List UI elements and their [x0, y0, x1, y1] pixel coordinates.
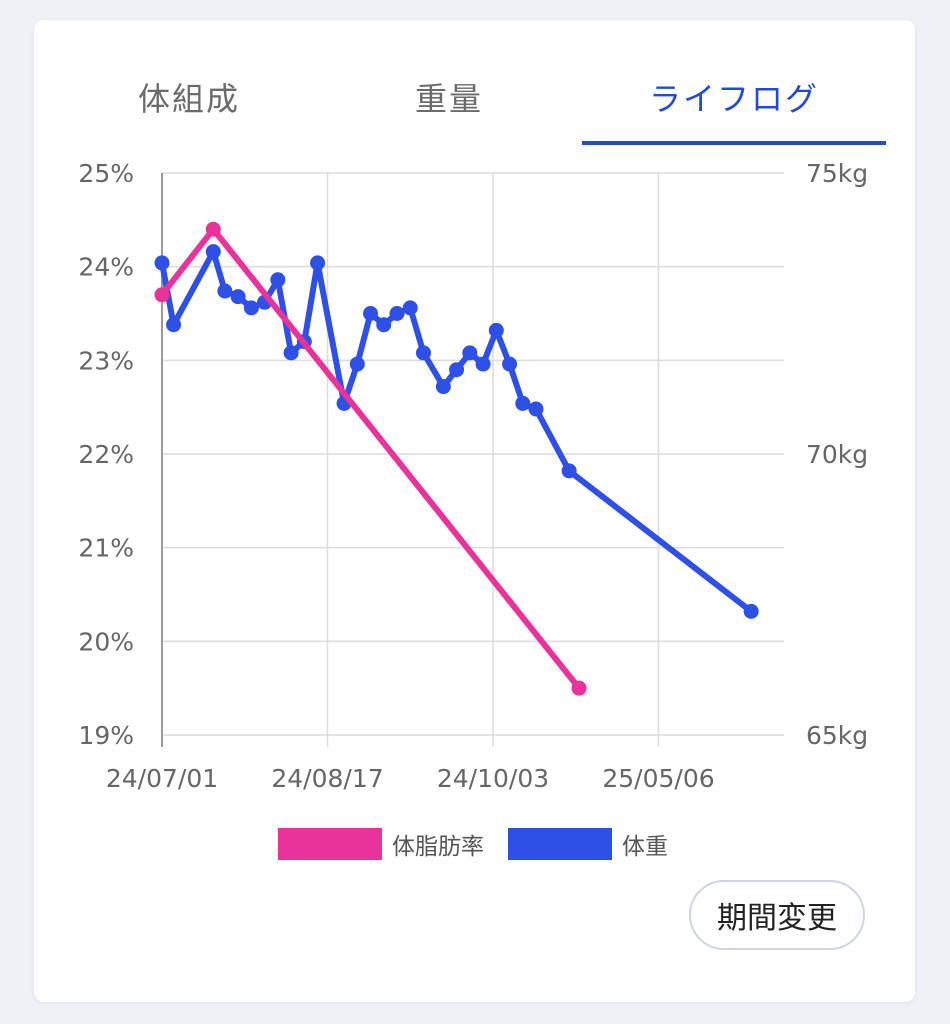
- change-period-button[interactable]: 期間変更: [689, 880, 865, 950]
- weight-data-point: [515, 395, 531, 411]
- lifelog-chart: 25% 24% 23% 22% 21% 20% 19% 24/07/01 24/08/17 24/…: [78, 159, 868, 860]
- y-right-tick-label: 65kg: [806, 721, 868, 750]
- legend-label: 体重: [622, 834, 668, 860]
- bodyfat-data-point: [154, 287, 170, 303]
- weight-data-point: [310, 255, 326, 271]
- weight-data-point: [270, 272, 286, 288]
- tab-lifelog[interactable]: ライフログ: [648, 80, 819, 118]
- weight-data-point: [389, 306, 405, 321]
- weight-data-point: [230, 289, 246, 305]
- weight-data-point: [217, 283, 233, 299]
- weight-data-point: [166, 317, 182, 333]
- weight-data-point: [488, 322, 504, 338]
- x-tick-label: 24/07/01: [106, 764, 218, 793]
- y-left-tick-label: 20%: [78, 627, 134, 656]
- y-left-tick-label: 21%: [78, 534, 134, 563]
- weight-data-point: [743, 603, 759, 619]
- weight-data-point: [462, 345, 478, 361]
- lifelog-card: 体組成 重量 ライフログ 25% 24% 23% 22% 21% 20% 19% 24/07/…: [34, 20, 915, 1002]
- weight-data-point: [475, 356, 491, 372]
- weight-data-point: [205, 244, 221, 260]
- weight-data-point: [154, 255, 170, 271]
- weight-data-point: [349, 356, 365, 372]
- legend-swatch: [278, 828, 382, 860]
- tab-body-composition[interactable]: 体組成: [137, 80, 240, 118]
- tab-bar: 体組成 重量 ライフログ: [34, 20, 915, 148]
- legend-swatch: [508, 828, 612, 860]
- legend-label: 体脂肪率: [392, 834, 484, 860]
- bodyfat-data-point: [571, 680, 587, 696]
- weight-data-point: [449, 362, 465, 378]
- y-right-tick-label: 70kg: [806, 440, 868, 469]
- y-left-tick-label: 24%: [78, 253, 134, 282]
- weight-data-point: [528, 401, 544, 417]
- x-tick-label: 24/10/03: [437, 764, 549, 793]
- y-left-tick-label: 25%: [78, 159, 134, 188]
- y-left-tick-label: 23%: [78, 346, 134, 375]
- weight-data-point: [243, 300, 259, 316]
- y-left-tick-label: 19%: [78, 721, 134, 750]
- weight-data-point: [435, 379, 451, 395]
- weight-data-point: [402, 300, 418, 316]
- y-right-tick-label: 75kg: [806, 159, 868, 188]
- y-left-tick-label: 22%: [78, 440, 134, 469]
- x-tick-label: 24/08/17: [271, 764, 383, 793]
- weight-data-point: [502, 356, 518, 372]
- tab-weight[interactable]: 重量: [414, 80, 483, 118]
- weight-data-point: [283, 345, 299, 361]
- weight-data-point: [363, 306, 379, 321]
- weight-data-point: [561, 463, 577, 479]
- weight-data-point: [376, 317, 392, 333]
- weight-series-line: [159, 248, 755, 615]
- bodyfat-data-point: [205, 221, 221, 237]
- active-tab-indicator: [582, 141, 886, 145]
- x-tick-label: 25/05/06: [602, 764, 714, 793]
- weight-data-point: [415, 345, 431, 361]
